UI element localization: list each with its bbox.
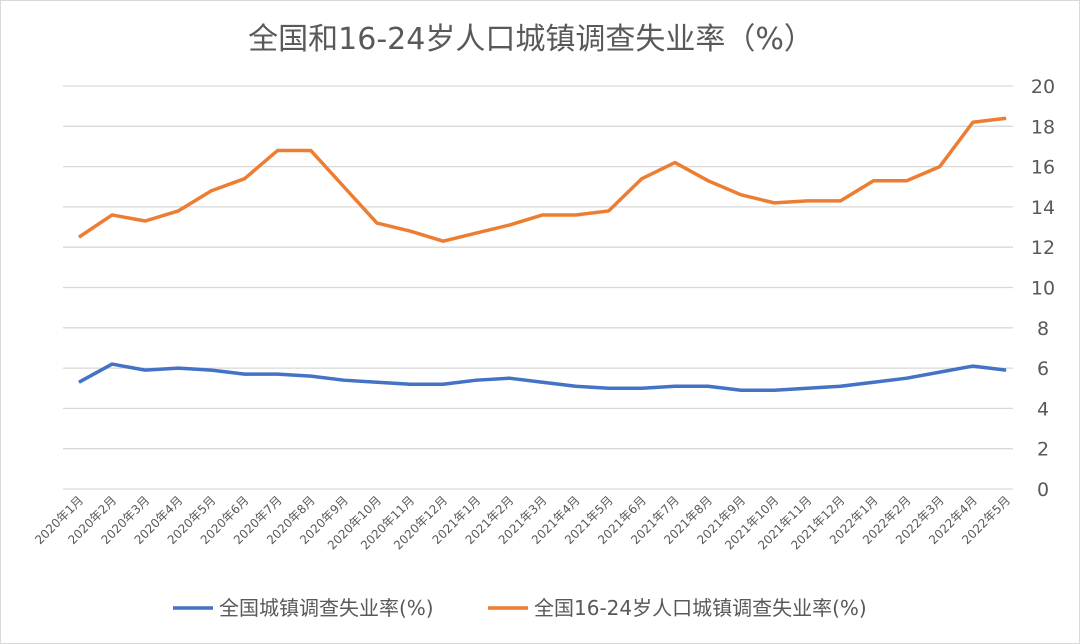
data-point bbox=[409, 383, 411, 385]
data-point bbox=[740, 194, 742, 196]
data-point bbox=[508, 224, 510, 226]
data-point bbox=[608, 387, 610, 389]
data-point bbox=[939, 371, 941, 373]
data-point bbox=[972, 365, 974, 367]
data-point bbox=[972, 121, 974, 123]
y-tick-label: 8 bbox=[1037, 318, 1049, 340]
chart-title: 全国和16-24岁人口城镇调查失业率（%） bbox=[248, 22, 814, 57]
data-point bbox=[806, 200, 808, 202]
data-point bbox=[641, 178, 643, 180]
y-tick-label: 10 bbox=[1031, 278, 1055, 300]
data-point bbox=[409, 230, 411, 232]
y-tick-label: 12 bbox=[1031, 237, 1055, 259]
data-point bbox=[144, 220, 146, 222]
data-point bbox=[873, 381, 875, 383]
data-point bbox=[210, 190, 212, 192]
data-point bbox=[144, 369, 146, 371]
data-point bbox=[674, 162, 676, 164]
data-point bbox=[641, 387, 643, 389]
data-point bbox=[277, 149, 279, 151]
data-point bbox=[310, 375, 312, 377]
y-tick-label: 14 bbox=[1031, 197, 1055, 219]
y-tick-label: 18 bbox=[1031, 116, 1055, 138]
data-point bbox=[376, 222, 378, 224]
legend-label: 全国16-24岁人口城镇调查失业率(%) bbox=[534, 596, 867, 620]
data-point bbox=[78, 236, 80, 238]
y-tick-label: 4 bbox=[1037, 398, 1049, 420]
data-point bbox=[177, 210, 179, 212]
data-point bbox=[674, 385, 676, 387]
data-point bbox=[244, 178, 246, 180]
data-point bbox=[244, 373, 246, 375]
data-point bbox=[608, 210, 610, 212]
data-point bbox=[575, 385, 577, 387]
y-tick-label: 2 bbox=[1037, 439, 1049, 461]
data-point bbox=[542, 381, 543, 383]
data-point bbox=[111, 214, 113, 216]
data-point bbox=[78, 381, 80, 383]
data-point bbox=[1005, 117, 1007, 119]
data-point bbox=[839, 385, 841, 387]
y-tick-label: 0 bbox=[1037, 479, 1049, 501]
data-point bbox=[475, 379, 477, 381]
data-point bbox=[773, 202, 775, 204]
y-tick-label: 6 bbox=[1037, 358, 1049, 380]
data-point bbox=[707, 180, 709, 182]
data-point bbox=[310, 149, 312, 151]
data-point bbox=[740, 389, 742, 391]
data-point bbox=[1005, 369, 1007, 371]
data-point bbox=[542, 214, 543, 216]
data-point bbox=[343, 186, 345, 188]
data-point bbox=[475, 232, 477, 234]
data-point bbox=[806, 387, 808, 389]
data-point bbox=[873, 180, 875, 182]
data-point bbox=[442, 240, 444, 242]
data-point bbox=[939, 166, 941, 168]
data-point bbox=[277, 373, 279, 375]
data-point bbox=[111, 363, 113, 365]
data-point bbox=[210, 369, 212, 371]
y-tick-label: 20 bbox=[1031, 76, 1055, 98]
data-point bbox=[773, 389, 775, 391]
y-tick-label: 16 bbox=[1031, 157, 1055, 179]
data-point bbox=[508, 377, 510, 379]
data-point bbox=[376, 381, 378, 383]
data-point bbox=[575, 214, 577, 216]
data-point bbox=[177, 367, 179, 369]
data-point bbox=[906, 377, 908, 379]
data-point bbox=[442, 383, 444, 385]
data-point bbox=[343, 379, 345, 381]
data-point bbox=[906, 180, 908, 182]
data-point bbox=[839, 200, 841, 202]
legend-label: 全国城镇调查失业率(%) bbox=[219, 596, 434, 620]
series-line-1 bbox=[78, 116, 1007, 243]
data-point bbox=[707, 385, 709, 387]
